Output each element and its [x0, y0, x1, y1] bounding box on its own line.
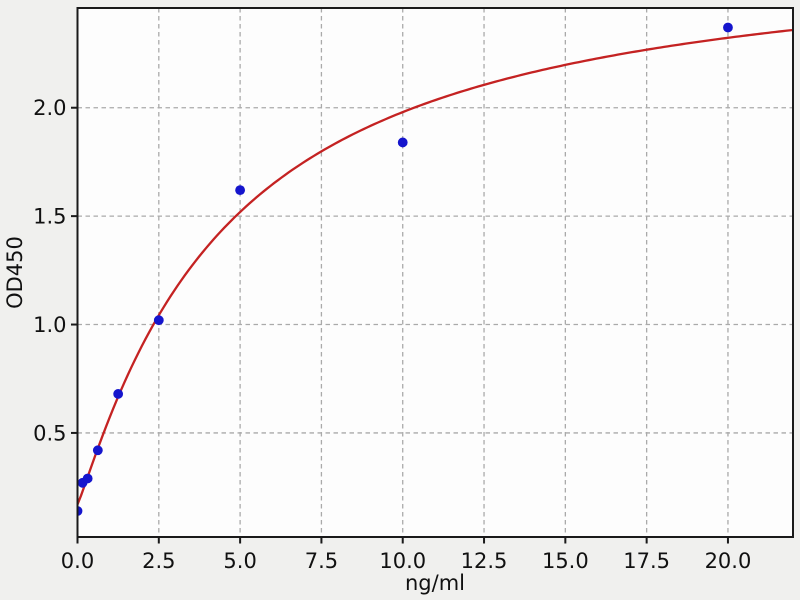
x-tick-label: 2.5 — [142, 549, 175, 573]
plot-frame — [76, 7, 794, 538]
x-tick-label: 0.0 — [61, 549, 94, 573]
data-point — [82, 473, 93, 484]
series-layer — [77, 22, 793, 516]
x-tick-label: 15.0 — [542, 549, 589, 573]
x-tick-label: 7.5 — [305, 549, 338, 573]
x-tick-label: 20.0 — [705, 549, 752, 573]
fit-curve — [77, 28, 793, 506]
data-point — [397, 137, 408, 148]
data-point — [723, 22, 733, 33]
data-point — [77, 506, 83, 516]
y-axis-label: OD450 — [3, 236, 27, 309]
data-point — [153, 315, 164, 326]
x-tick-label: 17.5 — [623, 549, 670, 573]
grid-layer — [76, 8, 793, 537]
plot-area — [77, 8, 793, 537]
x-tick-label: 10.0 — [379, 549, 426, 573]
data-point — [92, 445, 103, 456]
data-point — [113, 389, 124, 399]
x-tick-label: 12.5 — [461, 549, 508, 573]
y-tick-label: 0.5 — [33, 421, 66, 445]
y-tick-label: 1.0 — [33, 313, 66, 337]
x-tick-label: 5.0 — [223, 549, 256, 573]
data-point — [235, 185, 246, 196]
x-axis-label: ng/ml — [405, 571, 465, 595]
tick-layer: 0.0 2.5 5.0 7.5 10.0 12.5 15.0 17.5 20.0 0.5 1.0 1.… — [33, 96, 751, 573]
y-tick-label: 2.0 — [33, 96, 66, 120]
y-tick-label: 1.5 — [33, 205, 66, 229]
